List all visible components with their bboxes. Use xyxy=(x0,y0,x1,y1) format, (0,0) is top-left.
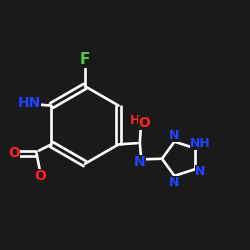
Text: NH: NH xyxy=(190,137,210,150)
Text: N: N xyxy=(169,176,179,188)
Text: F: F xyxy=(80,52,90,68)
Text: N: N xyxy=(134,155,145,169)
Text: O: O xyxy=(34,168,46,182)
Text: N: N xyxy=(169,129,179,142)
Text: HN: HN xyxy=(17,96,40,110)
Text: O: O xyxy=(8,146,20,160)
Text: N: N xyxy=(195,165,205,178)
Text: O: O xyxy=(138,116,150,130)
Text: H: H xyxy=(130,114,141,127)
